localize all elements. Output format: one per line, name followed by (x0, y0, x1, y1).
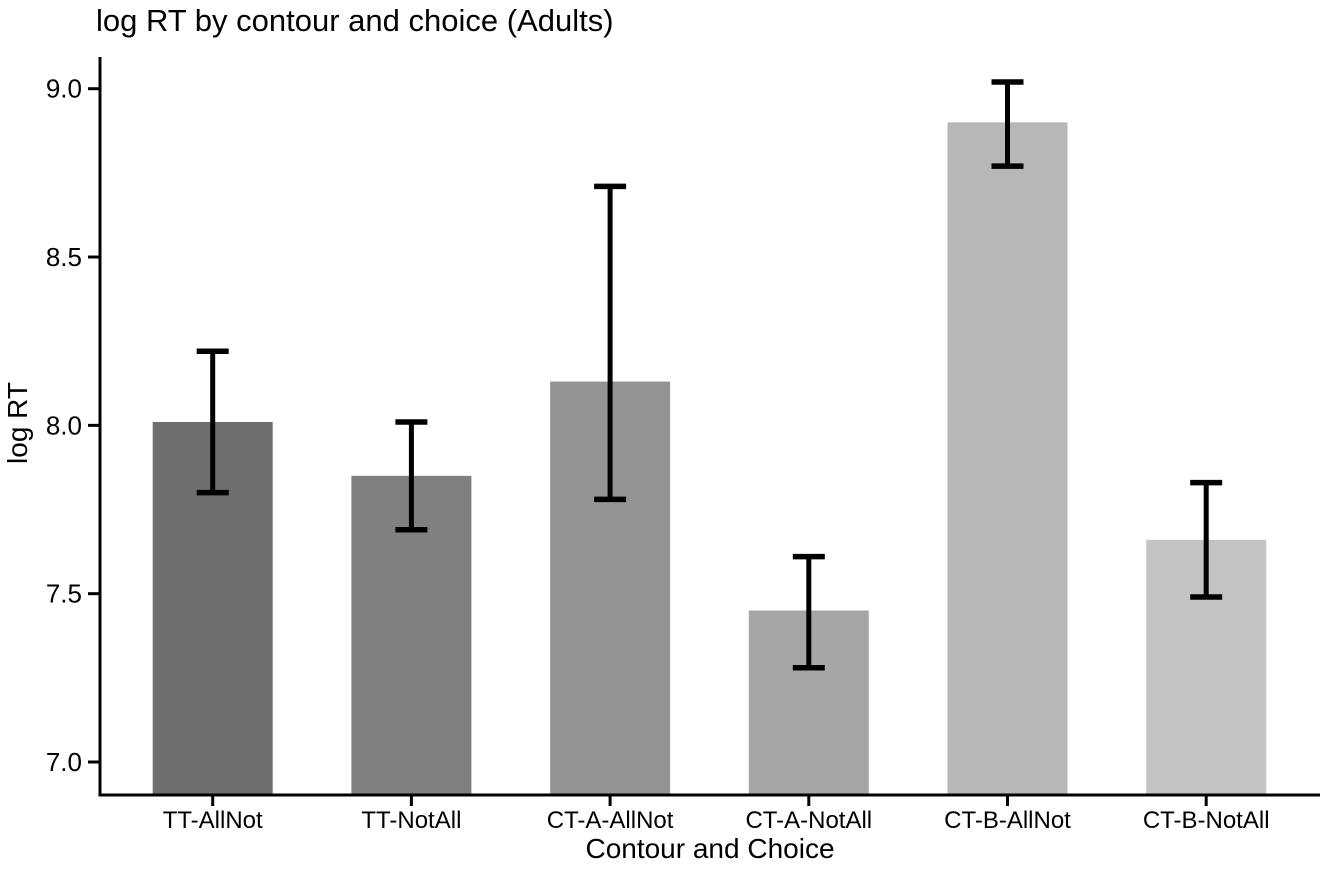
y-tick-label-7.5: 7.5 (46, 579, 82, 609)
x-axis-title: Contour and Choice (585, 833, 835, 864)
y-tick-label-8.0: 8.0 (46, 410, 82, 440)
y-tick-label-7.0: 7.0 (46, 747, 82, 777)
x-tick-label-CT-B-AllNot: CT-B-AllNot (944, 807, 1071, 834)
chart-title: log RT by contour and choice (Adults) (96, 3, 614, 38)
x-tick-label-CT-B-NotAll: CT-B-NotAll (1143, 807, 1270, 834)
x-tick-label-CT-A-NotAll: CT-A-NotAll (745, 807, 872, 834)
y-tick-label-9.0: 9.0 (46, 74, 82, 104)
bar-CT-B-AllNot (947, 122, 1068, 796)
x-tick-label-TT-NotAll: TT-NotAll (361, 807, 461, 834)
x-tick-label-CT-A-AllNot: CT-A-AllNot (547, 807, 674, 834)
x-tick-label-TT-AllNot: TT-AllNot (163, 807, 263, 834)
y-tick-label-8.5: 8.5 (46, 242, 82, 272)
